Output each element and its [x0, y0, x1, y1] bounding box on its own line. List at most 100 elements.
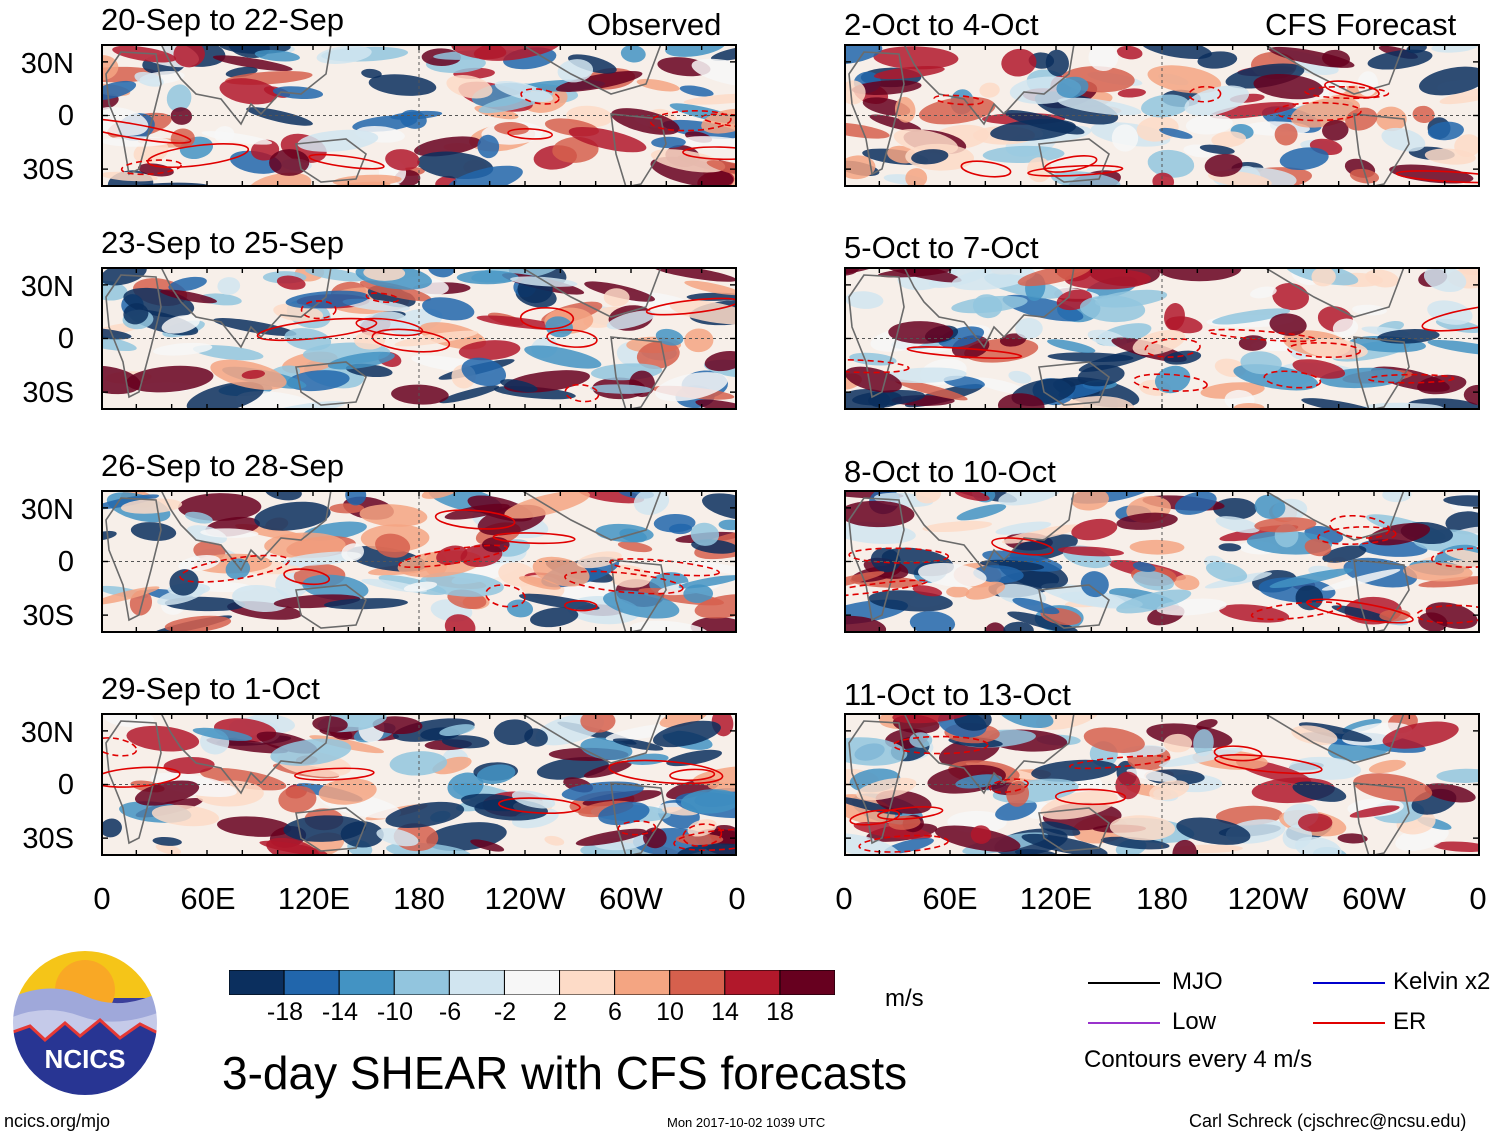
- shear-field-cell: [884, 367, 967, 384]
- coastline: [1353, 336, 1410, 410]
- panel-title-2: 23-Sep to 25-Sep: [101, 225, 345, 260]
- shear-field-cell: [385, 149, 420, 171]
- shear-field-cell: [1056, 76, 1089, 98]
- shear-field-cell: [1140, 44, 1212, 60]
- legend-line-kelvin: [1313, 982, 1385, 984]
- colorbar: [229, 970, 835, 995]
- shear-field-cell: [650, 149, 726, 173]
- colorbar-swatch: [559, 970, 616, 995]
- er-contour: [485, 584, 526, 608]
- shear-field-cell: [965, 581, 1006, 600]
- shear-field-cell: [354, 331, 386, 350]
- colorbar-swatch: [448, 970, 505, 995]
- shear-field-cell: [691, 58, 737, 87]
- map-panel-3: [101, 490, 737, 633]
- map-frame: [101, 713, 737, 856]
- er-contour: [564, 383, 600, 403]
- coastline: [295, 361, 367, 406]
- shear-field-cell: [1001, 48, 1037, 77]
- shear-field-cell: [1304, 538, 1332, 557]
- shear-field-cell: [101, 136, 171, 147]
- shear-field-cell: [1301, 338, 1368, 360]
- shear-field-cell: [134, 71, 164, 87]
- shear-field-cell: [1431, 44, 1478, 53]
- lat-label-30n: 30N: [20, 271, 74, 303]
- shear-field-cell: [1057, 546, 1125, 557]
- shear-field-cell: [1268, 46, 1355, 68]
- shear-field-cell: [909, 732, 933, 748]
- coastline: [105, 720, 162, 845]
- shear-field-cell: [254, 49, 300, 62]
- colorbar-swatch: [338, 970, 395, 995]
- shear-field-cell: [1003, 621, 1034, 633]
- shear-field-cell: [1031, 759, 1118, 782]
- shear-field-cell: [603, 590, 680, 619]
- coastline: [610, 559, 667, 633]
- shear-field-cell: [951, 267, 1036, 291]
- shear-field-cell: [219, 78, 278, 105]
- lon-label-0: 0: [835, 881, 853, 916]
- colorbar-tick: 18: [766, 998, 794, 1026]
- shear-field-cell: [869, 114, 922, 132]
- map-frame: [844, 713, 1480, 856]
- er-contour: [669, 768, 716, 782]
- er-contour: [933, 94, 984, 106]
- shear-field-cell: [651, 136, 686, 149]
- er-contour: [906, 346, 1023, 360]
- shear-field-cell: [1342, 718, 1382, 734]
- colorbar-swatch: [393, 970, 450, 995]
- er-contour: [1043, 155, 1098, 173]
- er-contour: [609, 558, 720, 577]
- er-contour: [507, 128, 554, 140]
- shear-field-cell: [1129, 539, 1185, 555]
- shear-field-cell: [312, 716, 348, 733]
- shear-field-cell: [341, 543, 365, 562]
- shear-field-cell: [477, 134, 500, 159]
- shear-field-cell: [568, 54, 617, 74]
- panel-title-1: 20-Sep to 22-Sep: [101, 2, 345, 37]
- lat-label-30s: 30S: [22, 600, 74, 632]
- coastline: [1353, 113, 1410, 187]
- er-contour: [1214, 754, 1323, 775]
- shear-field-cell: [1238, 335, 1267, 351]
- shear-field-cell: [1021, 833, 1108, 856]
- shear-field-cell: [1403, 562, 1473, 582]
- shear-field-cell: [1132, 561, 1156, 573]
- shear-field-cell: [856, 777, 917, 801]
- shear-field-cell: [439, 724, 475, 736]
- shear-field-cell: [1165, 316, 1203, 334]
- lon-label-0: 0: [1469, 881, 1487, 916]
- shear-field-cell: [283, 815, 366, 842]
- shear-field-cell: [1367, 49, 1433, 70]
- shear-field-cell: [1254, 517, 1317, 533]
- shear-field-cell: [403, 581, 438, 592]
- shear-field-cell: [1116, 45, 1143, 60]
- coastline: [610, 113, 667, 187]
- coastline: [1353, 559, 1410, 633]
- shear-field-cell: [1377, 329, 1440, 344]
- shear-field-cell: [391, 384, 449, 405]
- shear-field-cell: [494, 121, 530, 135]
- footer-url[interactable]: ncics.org/mjo: [4, 1111, 111, 1131]
- shear-field-cell: [680, 789, 737, 814]
- colorbar-tick: 6: [608, 998, 622, 1026]
- shear-field-cell: [1193, 729, 1214, 757]
- lon-label-60w: 60W: [599, 881, 663, 916]
- shear-field-cell: [112, 45, 177, 63]
- er-contour: [858, 834, 949, 853]
- shear-field-cell: [595, 523, 654, 543]
- shear-field-cell: [1083, 727, 1145, 753]
- shear-field-cell: [1433, 841, 1480, 852]
- legend-label-low: Low: [1172, 1008, 1217, 1035]
- shear-field-cell: [659, 713, 708, 728]
- shear-field-cell: [679, 85, 714, 97]
- footer-credit: Carl Schreck (cjschrec@ncsu.edu): [1189, 1111, 1467, 1131]
- shear-field-cell: [1039, 821, 1081, 836]
- shear-field-cell: [1254, 494, 1286, 519]
- er-contour: [300, 300, 337, 320]
- shear-field-cell: [1439, 85, 1480, 105]
- shear-field-cell: [126, 725, 200, 752]
- shear-field-cell: [606, 310, 656, 330]
- coastline: [848, 720, 905, 845]
- er-contour: [1395, 170, 1480, 184]
